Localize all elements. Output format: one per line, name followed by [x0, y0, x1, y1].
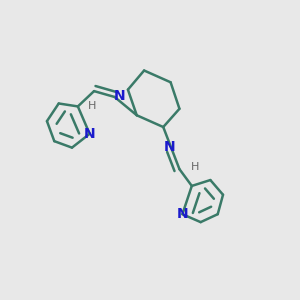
Text: N: N	[177, 207, 188, 221]
Text: H: H	[190, 162, 199, 172]
Text: N: N	[114, 88, 126, 103]
Text: N: N	[163, 140, 175, 154]
Text: N: N	[84, 127, 95, 141]
Text: H: H	[88, 101, 96, 111]
